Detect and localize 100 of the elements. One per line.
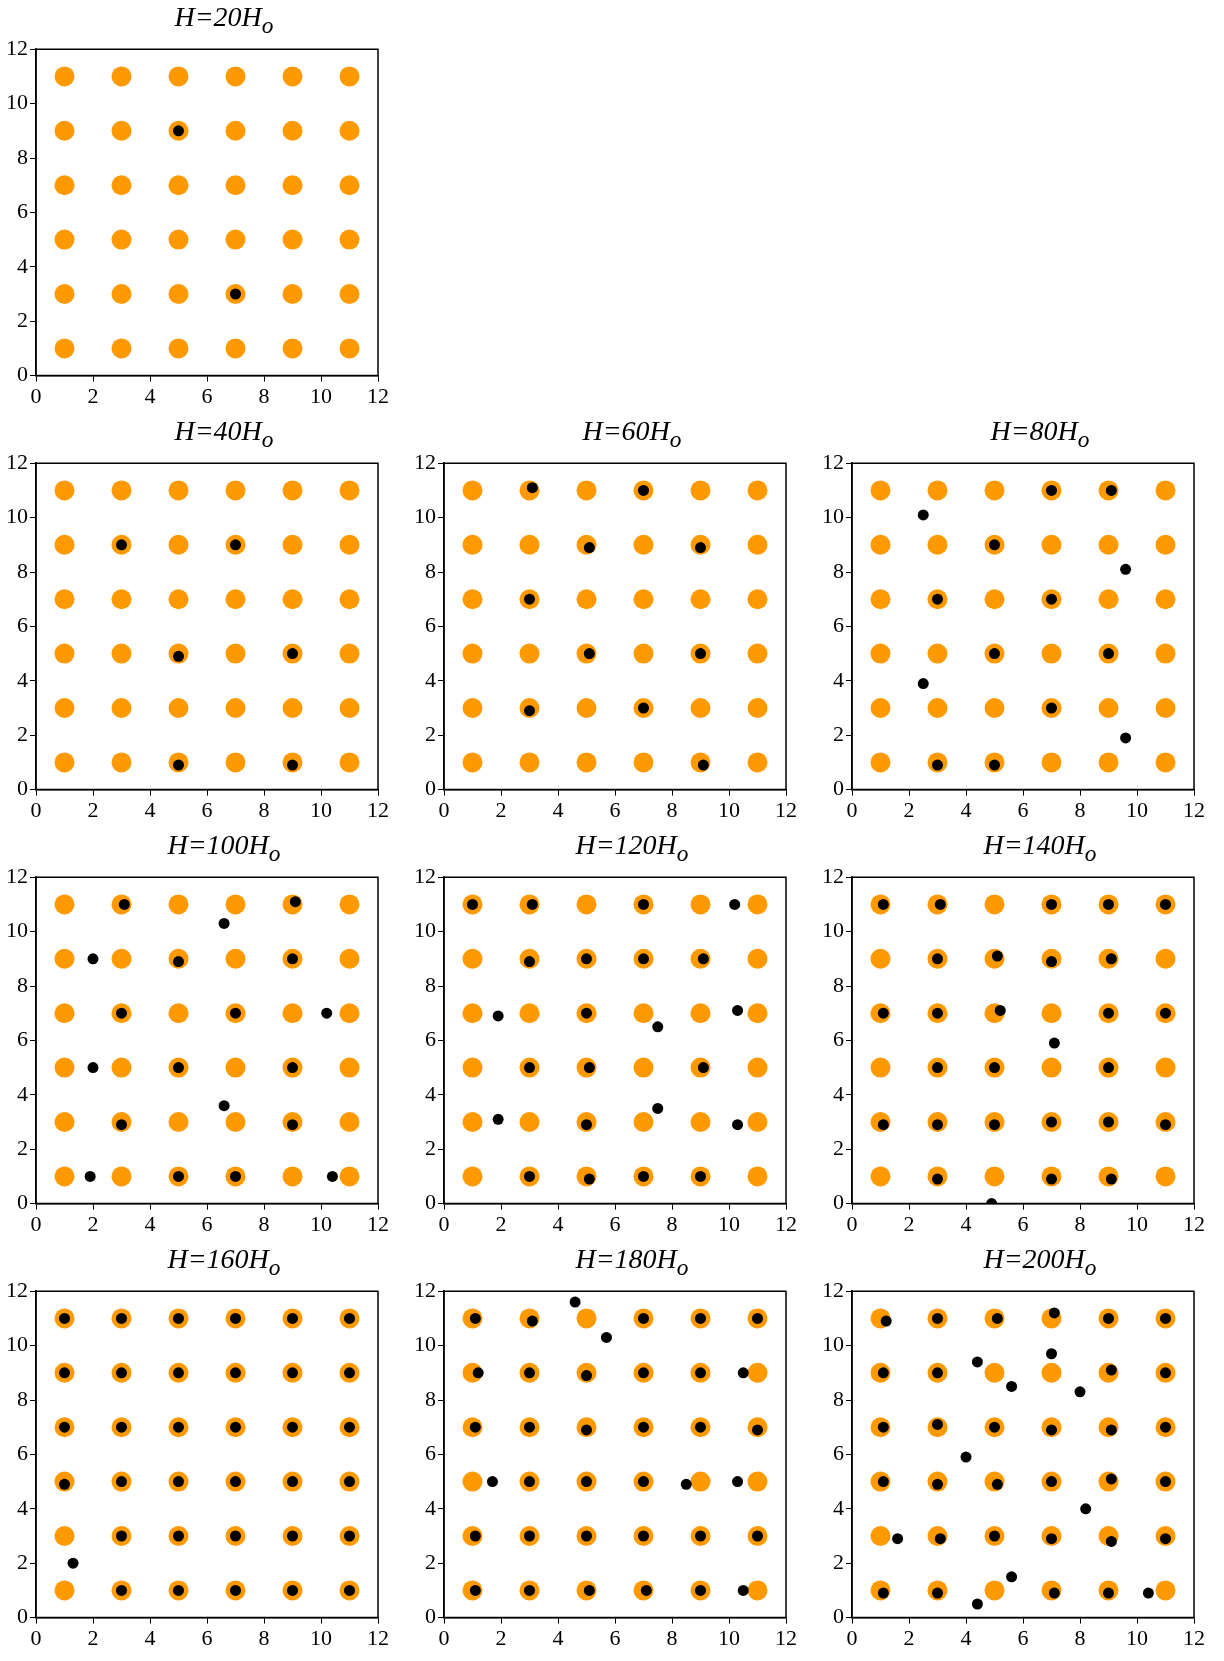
point xyxy=(633,589,654,610)
y-tick-label: 8 xyxy=(17,557,28,583)
point xyxy=(1048,1037,1060,1049)
point xyxy=(1155,1166,1176,1187)
point xyxy=(984,589,1005,610)
x-tick-label: 8 xyxy=(666,1210,678,1236)
point xyxy=(339,1112,360,1132)
x-tick-label: 2 xyxy=(903,796,915,822)
point xyxy=(54,643,75,664)
x-tick-label: 8 xyxy=(258,382,270,408)
x-tick-label: 6 xyxy=(609,796,621,822)
point xyxy=(633,1057,654,1078)
point xyxy=(54,480,75,501)
chart-title: H=60H$_{o}$ xyxy=(581,414,683,452)
y-tick-label: 12 xyxy=(414,448,436,474)
point xyxy=(339,66,360,87)
point xyxy=(927,698,948,718)
point xyxy=(225,643,246,664)
point xyxy=(870,1166,891,1187)
y-tick-label: 8 xyxy=(17,971,28,997)
point xyxy=(984,894,1005,915)
point xyxy=(1120,732,1132,744)
y-tick-label: 12 xyxy=(6,862,28,888)
point xyxy=(747,1003,768,1024)
x-tick-label: 6 xyxy=(609,1624,621,1650)
point xyxy=(690,698,711,718)
y-tick-label: 10 xyxy=(6,1331,28,1357)
point xyxy=(225,229,246,250)
x-tick-label: 8 xyxy=(1074,1210,1086,1236)
x-tick-label: 12 xyxy=(1183,1624,1205,1650)
y-tick-label: 6 xyxy=(833,1026,844,1052)
point xyxy=(282,175,303,196)
point xyxy=(225,698,246,718)
point xyxy=(870,948,891,969)
point xyxy=(690,894,711,915)
point xyxy=(870,1526,891,1546)
point xyxy=(1074,1386,1086,1398)
point xyxy=(747,698,768,718)
y-tick-label: 10 xyxy=(414,917,436,943)
y-tick-label: 6 xyxy=(17,198,28,224)
y-tick-label: 0 xyxy=(17,1189,28,1215)
x-tick-label: 8 xyxy=(666,1624,678,1650)
point xyxy=(111,948,132,969)
y-tick-label: 4 xyxy=(425,666,436,692)
x-tick-label: 8 xyxy=(258,1210,270,1236)
point xyxy=(111,229,132,250)
point xyxy=(984,1166,1005,1187)
y-tick-label: 2 xyxy=(833,720,844,746)
point xyxy=(1098,534,1119,555)
y-tick-label: 8 xyxy=(833,971,844,997)
y-tick-label: 2 xyxy=(17,1134,28,1160)
point xyxy=(576,752,597,773)
y-tick-label: 0 xyxy=(425,1189,436,1215)
x-tick-label: 2 xyxy=(495,1210,507,1236)
point xyxy=(168,229,189,250)
y-tick-label: 10 xyxy=(822,503,844,529)
point xyxy=(225,1057,246,1078)
chart-title: H=120H$_{o}$ xyxy=(574,828,690,866)
point xyxy=(1120,563,1132,575)
point xyxy=(519,643,540,664)
x-tick-label: 12 xyxy=(367,382,389,408)
point xyxy=(690,589,711,610)
point xyxy=(747,1166,768,1187)
point xyxy=(927,643,948,664)
point xyxy=(747,1112,768,1132)
point xyxy=(1080,1503,1092,1515)
point xyxy=(486,1476,498,1488)
x-tick-label: 8 xyxy=(258,1624,270,1650)
point xyxy=(747,1362,768,1383)
point xyxy=(519,752,540,773)
point xyxy=(462,534,483,555)
point xyxy=(87,1062,99,1074)
point xyxy=(84,1170,96,1182)
point xyxy=(1098,698,1119,718)
point xyxy=(282,698,303,718)
x-tick-label: 2 xyxy=(87,796,99,822)
x-tick-label: 2 xyxy=(87,382,99,408)
point xyxy=(339,948,360,969)
point xyxy=(984,1362,1005,1383)
y-tick-label: 0 xyxy=(17,361,28,387)
point xyxy=(892,1533,904,1545)
chart-title: H=180H$_{o}$ xyxy=(574,1242,690,1280)
point xyxy=(218,917,230,929)
x-tick-label: 10 xyxy=(1126,796,1148,822)
point xyxy=(576,894,597,915)
y-tick-label: 10 xyxy=(822,1331,844,1357)
point xyxy=(492,1113,504,1125)
point xyxy=(576,1308,597,1329)
point xyxy=(690,1112,711,1132)
x-tick-label: 10 xyxy=(718,1210,740,1236)
point xyxy=(339,175,360,196)
point xyxy=(1155,480,1176,501)
x-tick-label: 10 xyxy=(718,796,740,822)
point xyxy=(984,1580,1005,1601)
point xyxy=(339,480,360,501)
x-tick-label: 8 xyxy=(666,796,678,822)
point xyxy=(633,534,654,555)
point xyxy=(1155,643,1176,664)
x-tick-label: 12 xyxy=(367,1624,389,1650)
x-tick-label: 2 xyxy=(903,1624,915,1650)
